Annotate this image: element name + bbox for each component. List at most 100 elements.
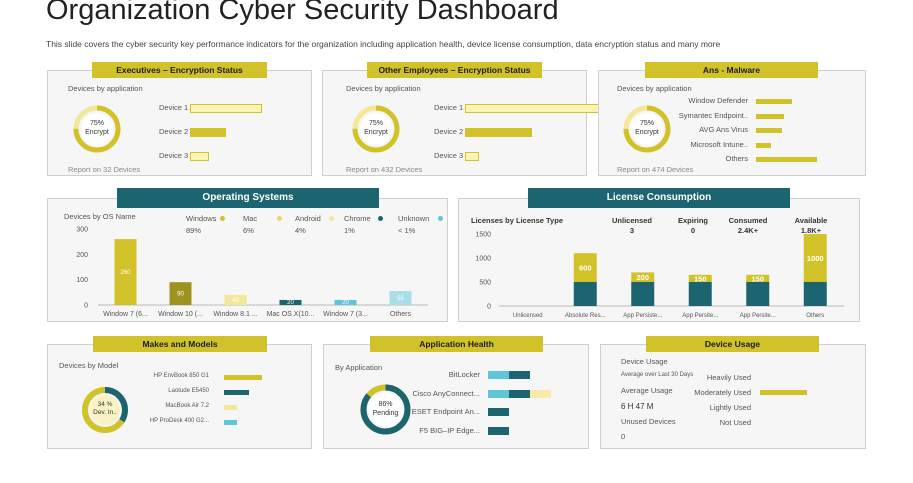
apphealth-ring-label: 86% Pending <box>358 400 413 418</box>
os-legend-pct: 1% <box>344 226 355 235</box>
license-bar-segment <box>573 253 597 282</box>
page-title: Organization Cyber Security Dashboard <box>46 0 559 26</box>
license-stat-label: Available <box>794 216 828 225</box>
license-stat-label: Consumed <box>728 216 768 225</box>
os-bar-value: 40 <box>232 298 239 304</box>
license-category: App Persite... <box>682 313 718 319</box>
apphealth-item-bar <box>509 389 531 398</box>
os-legend-dot <box>220 216 225 221</box>
license-category: App Persite... <box>740 313 776 319</box>
usage-avg-usage: Average Usage <box>621 386 673 395</box>
os-legend-name: Mac <box>243 214 258 223</box>
apphealth-item-bar <box>488 408 510 416</box>
license-stat-value: 1.8K+ <box>800 226 822 235</box>
os-legend-pct: < 1% <box>398 226 416 235</box>
exec-device-bar <box>190 104 263 113</box>
license-category: Unlicensed <box>513 313 543 319</box>
exec-header: Executives – Encryption Status <box>92 62 267 78</box>
apphealth-ring <box>360 384 411 435</box>
license-bar-segment <box>631 272 655 282</box>
exec-ring <box>73 105 121 153</box>
other-ring-text: Encrypt <box>364 129 388 136</box>
license-stat-label: Unlicensed <box>611 216 653 225</box>
license-bar-segment <box>803 234 827 282</box>
malware-footer: Report on 474 Devices <box>617 165 694 174</box>
apphealth-item-label: ESET Endpoint An... <box>411 407 480 416</box>
license-bar-value: 600 <box>579 264 592 273</box>
os-legend-pct: 4% <box>295 226 306 235</box>
apphealth-item-label: F5 BIG–IP Edge... <box>419 425 480 435</box>
os-category: Others <box>390 311 412 318</box>
other-device-bar <box>465 152 479 161</box>
license-category: Absolute Res... <box>565 313 606 319</box>
os-legend-name: Android <box>295 214 321 223</box>
makes-item-label: Laotude E5450 <box>168 388 209 394</box>
other-ring-label: 75% Encrypt <box>350 119 402 137</box>
os-bar <box>169 282 192 305</box>
apphealth-item-label: BitLocker <box>448 370 480 379</box>
malware-item-label: Others <box>725 154 748 163</box>
license-bar-value: 150 <box>694 274 707 283</box>
os-category: Mac OS X(10... <box>267 311 315 318</box>
malware-devices-label: Devices by application <box>617 84 692 93</box>
license-stat-label: Expiring <box>677 216 709 225</box>
usage-avg-over: Average over Last 30 Days <box>621 372 694 378</box>
usage-unused-value: 0 <box>621 432 626 441</box>
os-legend-name: Unknown <box>398 214 430 223</box>
apphealth-ring-text: Pending <box>372 410 399 417</box>
exec-device-label: Device 3 <box>159 151 189 160</box>
os-bar-value: 260 <box>120 270 131 276</box>
os-bar <box>389 291 412 305</box>
license-category: App Persiste... <box>623 313 662 319</box>
malware-panel: Devices by application 75% Encrypt Windo… <box>598 70 866 176</box>
apphealth-item-bar <box>530 389 552 398</box>
page-subtitle: This slide covers the cyber security key… <box>46 39 721 49</box>
os-legend-dot <box>329 216 334 221</box>
license-bar-value: 200 <box>636 273 649 282</box>
usage-avg-time: 6 H 47 M <box>621 402 654 411</box>
apphealth-item-bar <box>488 389 510 398</box>
malware-item-label: Microsoft Intune.. <box>690 139 748 149</box>
malware-item-bar <box>756 128 783 133</box>
os-ytick: 100 <box>76 277 88 284</box>
license-category: Others <box>806 313 824 319</box>
license-ytick: 1500 <box>475 232 491 239</box>
os-legend-name: Windows <box>186 214 217 223</box>
os-category: Window 7 (3... <box>323 311 368 318</box>
os-header: Operating Systems <box>117 188 379 208</box>
os-bar <box>334 299 357 305</box>
other-header: Other Employees – Encryption Status <box>367 62 542 78</box>
os-bar <box>114 239 137 305</box>
exec-devices-label: Devices by application <box>68 84 143 93</box>
exec-ring-label: 75% Encrypt <box>71 119 123 137</box>
apphealth-item-bar <box>488 426 510 435</box>
makes-header: Makes and Models <box>93 336 267 352</box>
exec-device-label: Device 2 <box>159 127 189 136</box>
exec-device-label: Device 1 <box>159 103 189 112</box>
malware-ring <box>623 105 671 153</box>
os-chart: 300 200 100 0 260 Window 7 (6... 90 Window 10 (… <box>76 227 428 318</box>
license-bar-segment <box>803 282 827 306</box>
makes-item-bar <box>224 375 262 380</box>
makes-ring <box>82 387 128 433</box>
makes-item-label: HP EnvBook 850 G1 <box>153 373 209 379</box>
os-ytick: 200 <box>76 252 88 259</box>
license-bar-segment <box>746 274 770 282</box>
usage-item-label: Lightly Used <box>709 403 751 412</box>
other-device-bar <box>465 128 533 137</box>
makes-item-bar <box>224 420 237 425</box>
malware-ring-label: 75% Encrypt <box>621 119 673 137</box>
os-bar-value: 20 <box>287 300 294 306</box>
license-bar-value: 150 <box>751 274 764 283</box>
license-bar-value: 1000 <box>807 254 824 263</box>
makes-item-bar <box>224 390 250 395</box>
exec-ring-text: Encrypt <box>85 129 109 136</box>
other-ring-pct: 75% <box>368 120 383 127</box>
makes-devices-label: Devices by Model <box>59 361 119 370</box>
makes-ring-pct: 34 % <box>97 401 113 408</box>
apphealth-item-bar <box>488 371 510 379</box>
os-category: Window 10 (... <box>158 311 203 318</box>
usage-item-label: Heavily Used <box>706 373 751 382</box>
usage-item-label: Moderately Used <box>694 388 751 397</box>
makes-ring-label: 34 % Dev. In.. <box>80 401 130 417</box>
